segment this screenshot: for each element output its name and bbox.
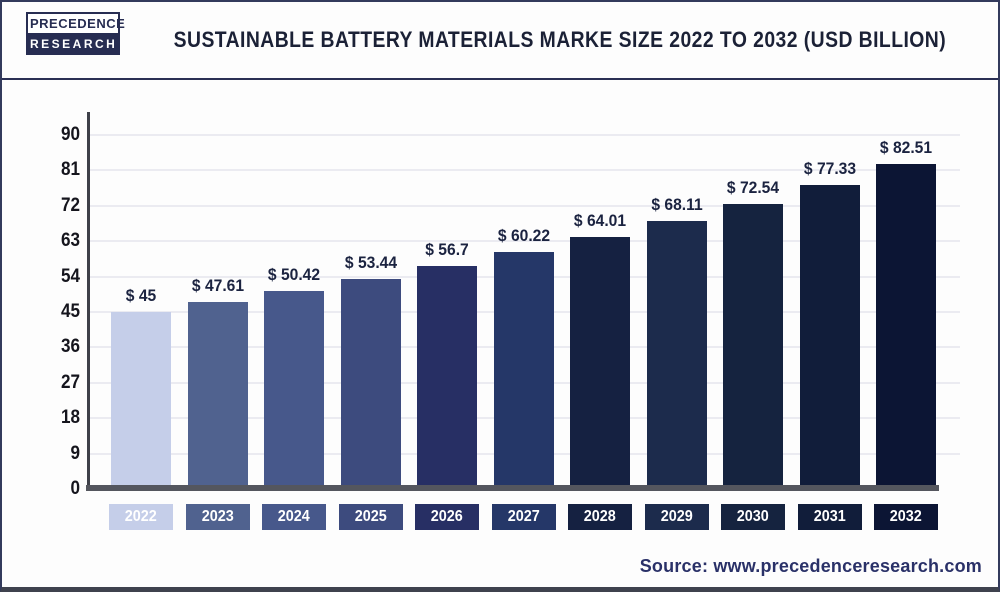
bar-value-label: $ 45 [125,286,157,305]
logo-line-research: RESEARCH [26,35,120,55]
x-axis-label-2024: 2024 [262,504,326,530]
bar-2030 [723,203,783,489]
x-axis-label-2025: 2025 [338,504,403,530]
bar-2026 [417,265,477,489]
x-axis-label-2026: 2026 [415,504,479,530]
x-axis-label-text: 2027 [507,508,540,525]
page-title: SUSTAINABLE BATTERY MATERIALS MARKE SIZE… [173,27,947,52]
header-band: PRECEDENCE RESEARCH SUSTAINABLE BATTERY … [2,2,998,80]
bar-value-label: $ 56.7 [425,239,469,259]
bar-2023 [187,301,248,489]
x-axis-label-text: 2031 [813,508,846,525]
y-axis-tick-label: 27 [60,371,80,393]
x-axis-label-2027: 2027 [491,504,556,530]
y-axis-tick-label: 18 [60,407,80,429]
bar-2031 [799,184,860,489]
precedence-research-logo: PRECEDENCE RESEARCH [26,12,125,55]
bar-value-label: $ 53.44 [344,252,397,272]
bar-2027 [493,252,554,489]
y-axis-tick-label: 36 [60,336,80,358]
bar-value-label: $ 82.51 [879,138,933,158]
x-axis-label-text: 2026 [430,508,464,525]
x-axis-label-2031: 2031 [797,504,862,530]
x-axis-label-text: 2022 [124,508,158,525]
y-axis-tick-label: 9 [70,442,80,464]
bar-value-label: $ 47.61 [191,275,244,295]
y-axis-tick-label: 54 [60,265,80,287]
bar-value-label: $ 64.01 [573,211,627,231]
y-axis-tick-label: 72 [60,194,80,216]
y-axis-tick-label: 0 [70,478,80,499]
x-axis-baseline [86,485,939,491]
x-axis-label-2030: 2030 [721,504,785,530]
y-axis-tick-label: 45 [60,301,80,322]
gridline-y72 [90,204,960,207]
bar-value-label: $ 77.33 [803,158,856,178]
bar-value-label: $ 60.22 [497,226,550,246]
gridline-y81 [90,169,960,172]
x-axis-label-2022: 2022 [109,504,173,530]
y-axis-line [87,112,90,489]
x-axis-label-text: 2023 [201,508,234,525]
y-axis-tick-label: 90 [60,124,80,145]
source-attribution: Source: www.precedenceresearch.com [639,556,982,576]
x-axis-label-text: 2024 [277,508,311,525]
x-axis-label-text: 2025 [354,508,387,525]
x-axis-label-text: 2029 [660,508,693,525]
bar-2024 [264,290,324,489]
bar-2022 [111,312,171,489]
x-axis-label-text: 2032 [889,508,923,525]
x-axis-label-2032: 2032 [874,504,938,530]
bar-value-label: $ 72.54 [726,177,780,197]
bar-2025 [340,278,401,489]
logo-line-precedence: PRECEDENCE [26,12,125,35]
y-axis-tick-label: 63 [60,230,80,252]
x-axis-label-2029: 2029 [644,504,709,530]
bar-2028 [570,237,630,489]
bar-value-label: $ 50.42 [267,264,321,284]
bar-2029 [646,221,707,489]
bar-value-label: $ 68.11 [650,195,703,215]
gridline-y63 [90,240,960,243]
bar-2032 [876,164,936,489]
x-axis-label-text: 2028 [583,508,617,525]
x-axis-label-2028: 2028 [568,504,632,530]
x-axis-label-text: 2030 [736,508,770,525]
y-axis-tick-label: 81 [60,159,80,181]
x-axis-label-2023: 2023 [185,504,250,530]
gridline-y90 [90,134,960,136]
